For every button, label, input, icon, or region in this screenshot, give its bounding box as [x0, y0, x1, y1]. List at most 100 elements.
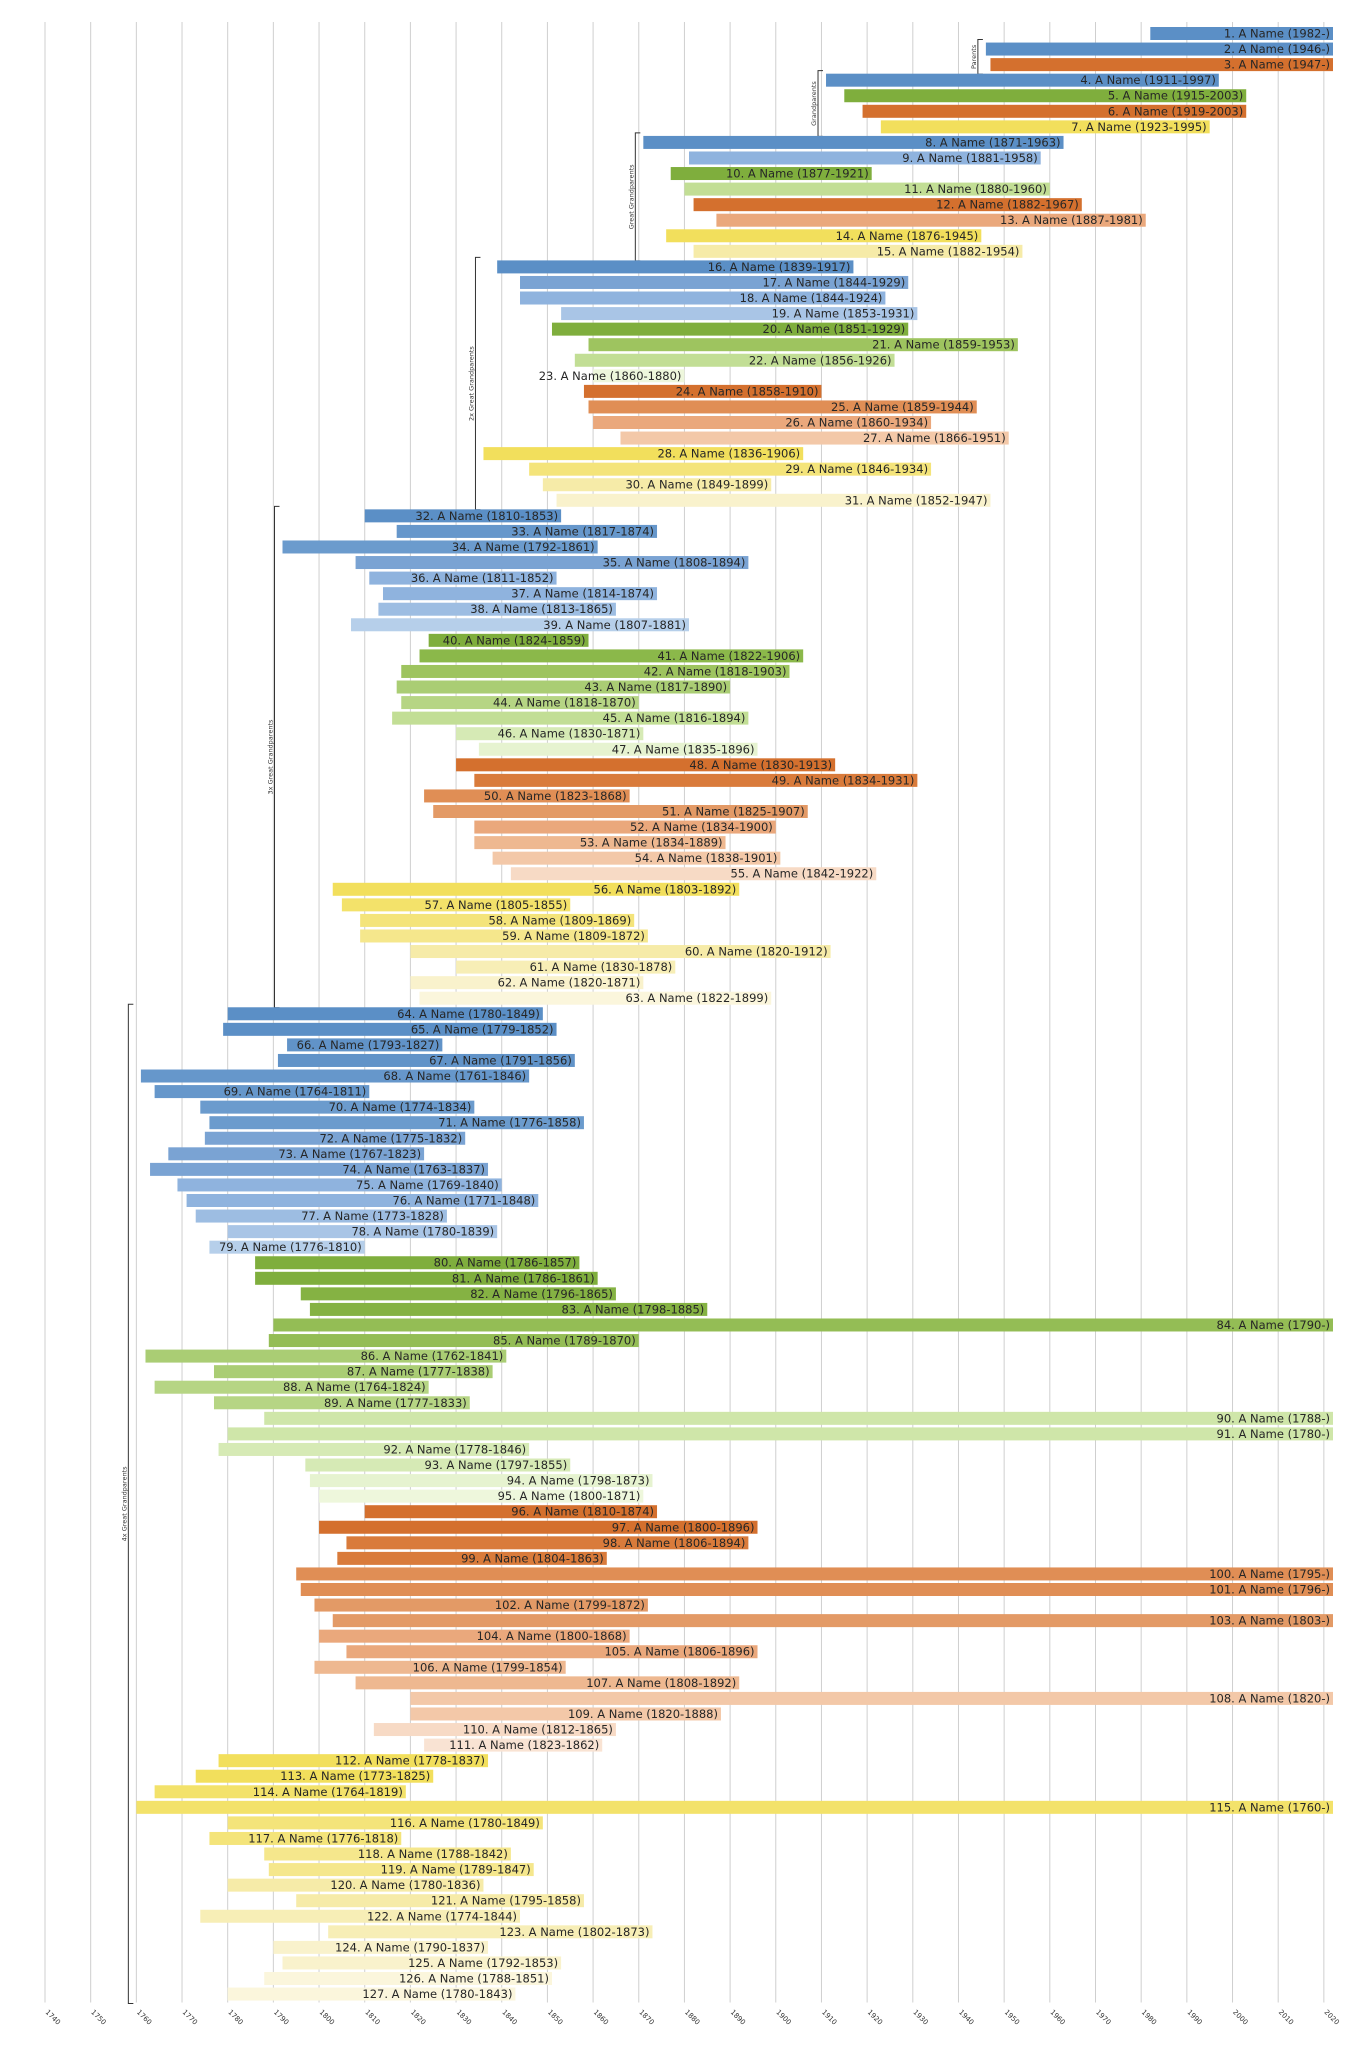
lifespan-bar [314, 1598, 648, 1612]
lifespan-bar [378, 602, 616, 616]
person-bar-group: 27. A Name (1866-1951) [620, 431, 1009, 445]
person-label: 85. A Name (1789-1870) [493, 1334, 636, 1348]
person-bar-group: 59. A Name (1809-1872) [360, 929, 648, 943]
x-tick-label: 1820 [409, 2008, 427, 2026]
lifespan-bar [213, 1365, 493, 1379]
person-bar-group: 83. A Name (1798-1885) [309, 1302, 708, 1316]
lifespan-bar [168, 1147, 425, 1161]
person-bar-group: 69. A Name (1764-1811) [154, 1085, 370, 1099]
person-bar-group: 106. A Name (1799-1854) [314, 1660, 566, 1674]
person-bar-group: 73. A Name (1767-1823) [168, 1147, 425, 1161]
lifespan-bar [410, 976, 644, 990]
person-bar-group: 76. A Name (1771-1848) [186, 1194, 539, 1208]
person-label: 19. A Name (1853-1931) [772, 307, 915, 321]
person-label: 80. A Name (1786-1857) [434, 1256, 577, 1270]
lifespan-bar [880, 120, 1210, 134]
lifespan-bar [150, 1162, 489, 1176]
person-bar-group: 99. A Name (1804-1863) [337, 1551, 607, 1565]
person-bar-group: 16. A Name (1839-1917) [497, 260, 854, 274]
person-label: 74. A Name (1763-1837) [342, 1162, 485, 1176]
x-tick-label: 1870 [637, 2008, 655, 2026]
x-tick-label: 1780 [226, 2008, 244, 2026]
x-tick-label: 1980 [1140, 2008, 1158, 2026]
lifespan-bar [551, 322, 909, 336]
lifespan-bar [213, 1396, 470, 1410]
person-label: 83. A Name (1798-1885) [562, 1302, 705, 1316]
person-bar-group: 33. A Name (1817-1874) [396, 524, 658, 538]
person-label: 13. A Name (1887-1981) [1000, 213, 1143, 227]
lifespan-bar [319, 1489, 644, 1503]
lifespan-bar [136, 1800, 1333, 1814]
lifespan-bar [296, 1567, 1333, 1581]
person-label: 126. A Name (1788-1851) [399, 1972, 549, 1986]
lifespan-bar [195, 1209, 447, 1223]
lifespan-bar [209, 1240, 365, 1254]
x-tick-label: 1860 [592, 2008, 610, 2026]
person-label: 26. A Name (1860-1934) [785, 416, 928, 430]
x-tick-label: 1840 [500, 2008, 518, 2026]
person-label: 84. A Name (1790-) [1217, 1318, 1330, 1332]
x-tick-label: 1900 [774, 2008, 792, 2026]
x-tick-label: 1760 [135, 2008, 153, 2026]
person-bar-group: 54. A Name (1838-1901) [492, 851, 781, 865]
lifespan-bar [826, 73, 1219, 87]
lifespan-bar [373, 1723, 616, 1737]
person-label: 92. A Name (1778-1846) [383, 1442, 526, 1456]
x-tick-label: 1990 [1185, 2008, 1203, 2026]
person-bar-group: 98. A Name (1806-1894) [346, 1536, 749, 1550]
person-bar-group: 12. A Name (1882-1967) [693, 198, 1082, 212]
x-tick-label: 2010 [1277, 2008, 1295, 2026]
generation-bracket [274, 505, 280, 1009]
person-label: 28. A Name (1836-1906) [657, 447, 800, 461]
person-label: 81. A Name (1786-1861) [452, 1271, 595, 1285]
person-label: 124. A Name (1790-1837) [335, 1940, 485, 1954]
person-bar-group: 82. A Name (1796-1865) [300, 1287, 616, 1301]
person-label: 24. A Name (1858-1910) [676, 384, 819, 398]
person-label: 115. A Name (1760-) [1209, 1800, 1330, 1814]
person-bar-group: 45. A Name (1816-1894) [392, 711, 749, 725]
person-label: 39. A Name (1807-1881) [543, 618, 686, 632]
lifespan-bar [227, 1427, 1333, 1441]
lifespan-bar [620, 431, 1009, 445]
lifespan-bar [195, 1769, 434, 1783]
x-tick-label: 1830 [455, 2008, 473, 2026]
lifespan-bar [474, 836, 726, 850]
person-bar-group: 121. A Name (1795-1858) [296, 1894, 584, 1908]
person-label: 100. A Name (1795-) [1209, 1567, 1330, 1581]
lifespan-bar [510, 867, 877, 881]
lifespan-bar [218, 1754, 489, 1768]
lifespan-bar [332, 882, 740, 896]
person-label: 15. A Name (1882-1954) [877, 244, 1020, 258]
person-label: 77. A Name (1773-1828) [301, 1209, 444, 1223]
person-label: 82. A Name (1796-1865) [470, 1287, 613, 1301]
lifespan-bar [364, 1505, 658, 1519]
person-bar-group: 117. A Name (1776-1818) [209, 1831, 402, 1845]
person-label: 51. A Name (1825-1907) [662, 805, 805, 819]
person-bar-group: 101. A Name (1796-) [300, 1583, 1333, 1597]
person-bar-group: 17. A Name (1844-1929) [520, 275, 909, 289]
person-bar-group: 77. A Name (1773-1828) [195, 1209, 447, 1223]
lifespan-bar [314, 1660, 566, 1674]
person-label: 61. A Name (1830-1878) [530, 960, 673, 974]
person-label: 5. A Name (1915-2003) [1108, 89, 1243, 103]
lifespan-bar [209, 1831, 402, 1845]
lifespan-bar [396, 524, 658, 538]
person-bar-group: 7. A Name (1923-1995) [880, 120, 1210, 134]
person-bar-group: 57. A Name (1805-1855) [341, 898, 571, 912]
person-label: 113. A Name (1773-1825) [280, 1769, 430, 1783]
generation-bracket [634, 132, 641, 262]
person-bar-group: 40. A Name (1824-1859) [428, 633, 589, 647]
x-tick-label: 1960 [1048, 2008, 1066, 2026]
person-bar-group: 91. A Name (1780-) [227, 1427, 1333, 1441]
person-label: 27. A Name (1866-1951) [863, 431, 1006, 445]
generation-label: Parents [970, 44, 978, 69]
x-axis-ticks: 1740 1750 1760 1770 1780 1790 1800 1810 1820 1830… [44, 2008, 1341, 2026]
person-label: 76. A Name (1771-1848) [393, 1194, 536, 1208]
lifespan-bar [332, 1614, 1333, 1628]
lifespan-bar [588, 400, 977, 414]
person-bar-group: 34. A Name (1792-1861) [282, 540, 598, 554]
lifespan-bar [542, 478, 772, 492]
lifespan-bar [520, 291, 886, 305]
person-label: 29. A Name (1846-1934) [785, 462, 928, 476]
